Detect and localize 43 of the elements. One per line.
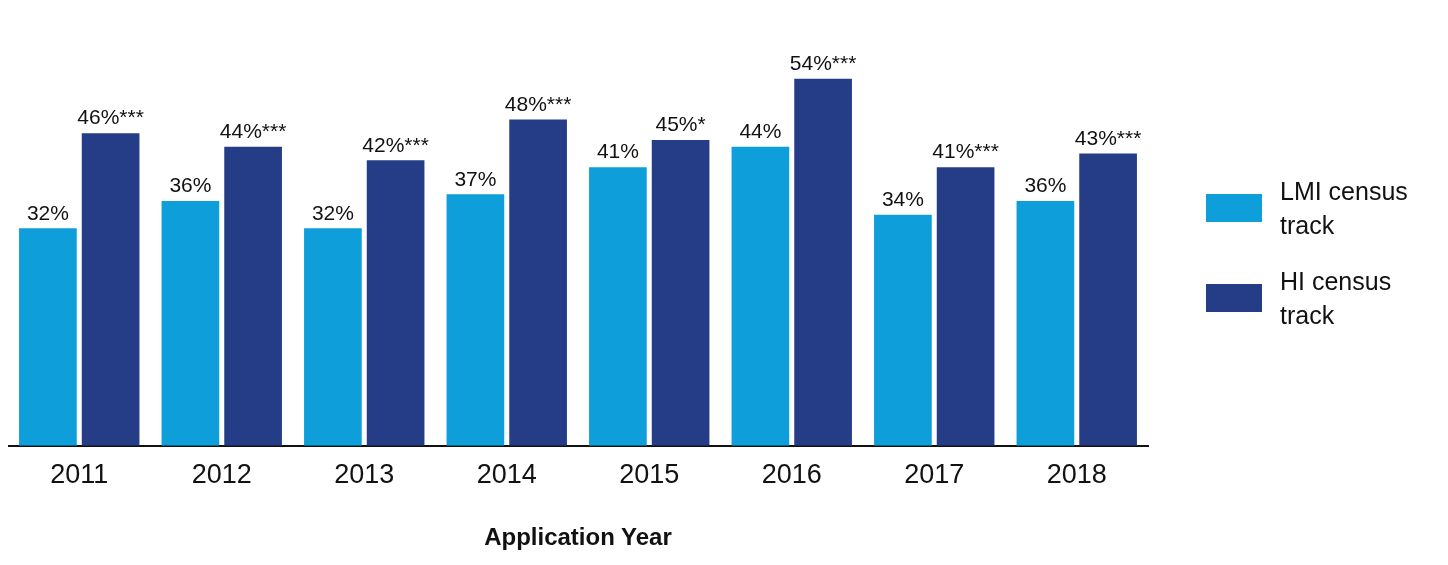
x-tick-label: 2017	[904, 459, 965, 490]
bar	[509, 119, 567, 446]
data-label: 54%***	[789, 51, 857, 75]
bar	[1016, 201, 1075, 446]
x-tick-label: 2013	[334, 459, 395, 490]
legend-label: LMI census track	[1280, 175, 1409, 241]
x-tick-label: 2015	[619, 459, 680, 490]
bar	[81, 133, 140, 446]
data-label: 37%	[454, 166, 497, 190]
data-label: 41%	[596, 139, 639, 163]
data-label: 32%	[26, 200, 69, 224]
data-label: 45%*	[655, 112, 706, 136]
bar	[366, 160, 425, 446]
x-tick-label: 2018	[1046, 459, 1107, 490]
legend-label: HI census track	[1280, 265, 1393, 331]
bar	[651, 139, 710, 446]
bar	[936, 167, 995, 446]
bar	[1079, 153, 1137, 446]
bar	[446, 194, 505, 446]
bar	[224, 146, 282, 446]
data-label: 43%***	[1074, 125, 1142, 149]
data-label: 36%	[169, 173, 212, 197]
data-label: 32%	[311, 200, 354, 224]
x-tick-label: 2012	[191, 459, 252, 490]
data-label: 44%***	[219, 119, 287, 143]
x-tick-label: 2016	[761, 459, 822, 490]
x-tick-label: 2014	[476, 459, 537, 490]
data-label: 46%***	[77, 105, 144, 129]
data-label: 34%	[881, 187, 924, 211]
bar	[19, 228, 77, 446]
bar	[794, 78, 852, 446]
data-label: 48%***	[504, 91, 572, 115]
bar	[161, 201, 220, 446]
data-label: 41%***	[932, 139, 999, 163]
data-label: 42%***	[362, 132, 429, 156]
bar	[731, 146, 790, 446]
bar	[304, 228, 362, 446]
x-tick-label: 2011	[50, 459, 109, 490]
data-label: 44%	[739, 119, 782, 143]
bar	[589, 167, 647, 446]
bar	[874, 214, 932, 446]
data-label: 36%	[1024, 173, 1067, 197]
x-axis-title: Application Year	[484, 523, 672, 551]
